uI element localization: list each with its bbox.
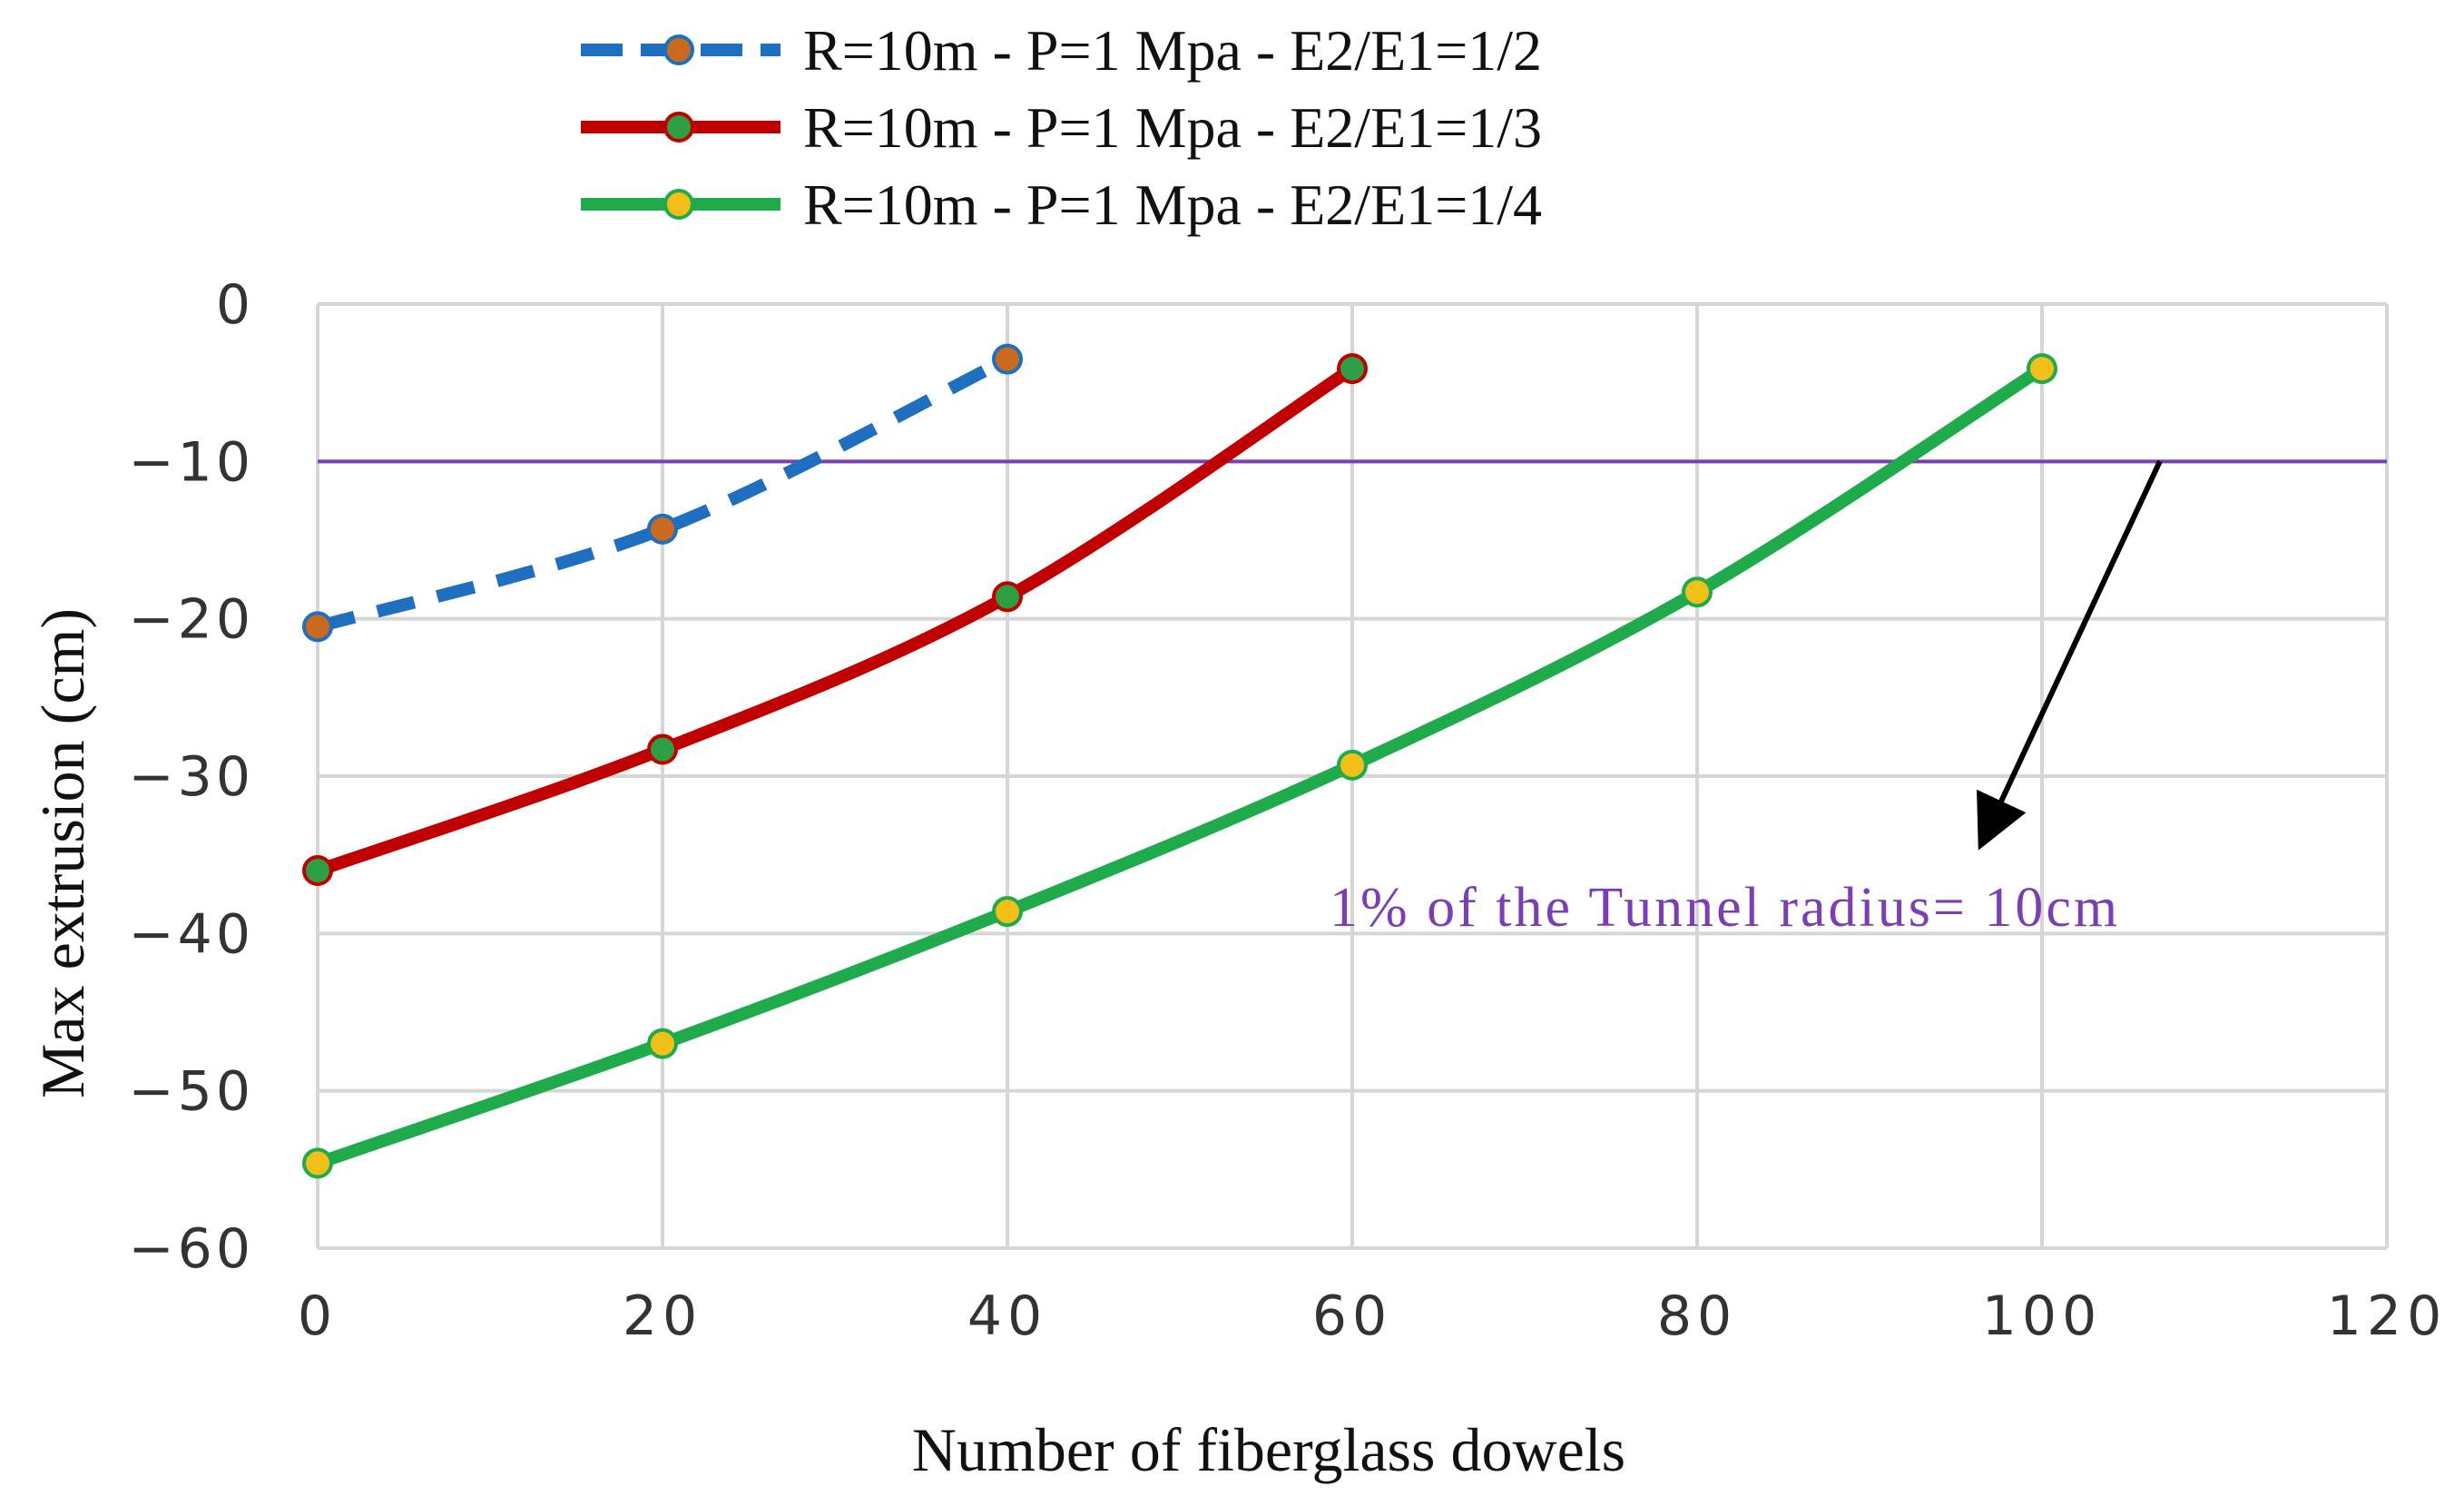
legend-label: R=10m - P=1 Mpa - E2/E1=1/2 <box>803 18 1542 83</box>
legend-label: R=10m - P=1 Mpa - E2/E1=1/3 <box>803 95 1542 160</box>
data-point <box>1337 353 1368 385</box>
annotation-arrow <box>1977 459 2163 851</box>
data-point <box>992 343 1023 375</box>
legend-item-2: R=10m - P=1 Mpa - E2/E1=1/3 <box>581 95 1542 160</box>
data-point <box>992 581 1023 613</box>
data-point <box>647 1028 678 1059</box>
legend-swatch-marker <box>663 112 694 143</box>
x-axis-title: Number of fiberglass dowels <box>912 1415 1625 1484</box>
annotation-text: 1% of the Tunnel radius= 10cm <box>1330 877 2120 939</box>
series-2 <box>302 353 1368 886</box>
series-1 <box>302 343 1023 643</box>
data-point <box>1337 749 1368 781</box>
y-tick-label: −60 <box>128 1217 254 1281</box>
data-point <box>2027 353 2057 385</box>
data-point <box>302 855 333 886</box>
series-line <box>315 363 1356 877</box>
x-tick-label: 40 <box>967 1285 1047 1348</box>
data-point <box>302 1147 333 1179</box>
data-point <box>1682 576 1713 608</box>
legend: R=10m - P=1 Mpa - E2/E1=1/2 R=10m - P=1 M… <box>581 18 1542 237</box>
series-3 <box>302 353 2057 1179</box>
x-tick-label: 120 <box>2327 1285 2448 1348</box>
y-tick-label: −20 <box>128 588 254 652</box>
y-tick-label: 0 <box>216 273 254 337</box>
data-point <box>992 896 1023 928</box>
series-line <box>316 353 1011 634</box>
legend-item-3: R=10m - P=1 Mpa - E2/E1=1/4 <box>581 172 1542 237</box>
y-axis-title: Max extrusion (cm) <box>28 608 97 1098</box>
series-group <box>302 343 2057 1179</box>
legend-swatch-marker <box>663 34 694 65</box>
data-point <box>647 513 678 545</box>
y-tick-label: −50 <box>128 1060 254 1124</box>
x-tick-label: 60 <box>1312 1285 1392 1348</box>
y-tick-label: −40 <box>128 902 254 966</box>
legend-item-1: R=10m - P=1 Mpa - E2/E1=1/2 <box>581 18 1542 83</box>
legend-label: R=10m - P=1 Mpa - E2/E1=1/4 <box>803 172 1542 237</box>
data-point <box>302 611 333 643</box>
y-tick-label: −30 <box>128 745 254 809</box>
series-line <box>315 363 2046 1170</box>
x-tick-label: 100 <box>1982 1285 2103 1348</box>
y-tick-label: −10 <box>128 430 254 494</box>
legend-swatch-marker <box>663 189 694 220</box>
x-tick-label: 0 <box>298 1285 338 1348</box>
data-point <box>647 733 678 765</box>
x-tick-label: 80 <box>1657 1285 1737 1348</box>
axes: 0 20 40 60 80 100 120 0 −10 −20 −30 −40 −50 −60 <box>128 273 2448 1348</box>
x-tick-label: 20 <box>623 1285 702 1348</box>
